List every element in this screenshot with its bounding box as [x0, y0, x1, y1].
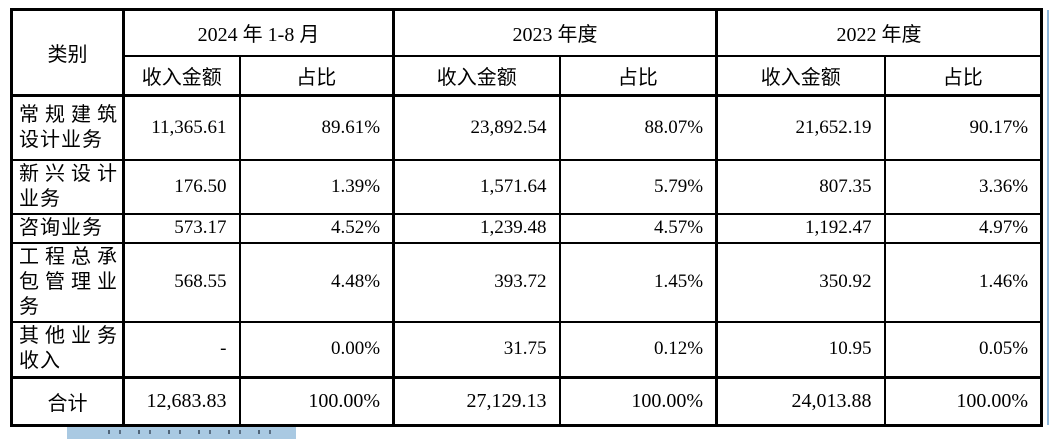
value-cell: 1,192.47 — [715, 212, 886, 244]
table-row: 其他业务收入 - 0.00% 31.75 0.12% 10.95 0.05% — [10, 320, 1043, 379]
row-label: 其他业务收入 — [10, 320, 125, 379]
value-cell: 1.45% — [558, 241, 718, 323]
value-cell: 1.46% — [883, 241, 1043, 323]
row-label: 咨询业务 — [10, 212, 125, 244]
value-cell: 0.12% — [558, 320, 718, 379]
row-label: 新兴设计业务 — [10, 158, 125, 215]
value-cell: 21,652.19 — [715, 94, 886, 161]
header-2022-revenue: 收入金额 — [715, 54, 886, 97]
value-cell: 23,892.54 — [392, 94, 561, 161]
header-2023-share: 占比 — [558, 54, 718, 97]
total-value-cell: 27,129.13 — [392, 376, 561, 427]
value-cell: 0.00% — [238, 320, 395, 379]
total-value-cell: 12,683.83 — [122, 376, 241, 427]
value-cell: 350.92 — [715, 241, 886, 323]
total-label: 合计 — [10, 376, 125, 427]
row-label: 常规建筑设计业务 — [10, 94, 125, 161]
total-value-cell: 100.00% — [238, 376, 395, 427]
value-cell: 4.48% — [238, 241, 395, 323]
right-edge-artifact-line — [1047, 10, 1049, 425]
value-cell: 1,571.64 — [392, 158, 561, 215]
value-cell: 568.55 — [122, 241, 241, 323]
header-period-2023: 2023 年度 — [392, 8, 718, 57]
header-row-periods: 类别 2024 年 1-8 月 2023 年度 2022 年度 — [10, 8, 1043, 97]
value-cell: 1.39% — [238, 158, 395, 215]
header-2024-share: 占比 — [238, 54, 395, 97]
clipped-glyph-tops — [97, 430, 284, 434]
value-cell: 807.35 — [715, 158, 886, 215]
total-row: 合计 12,683.83 100.00% 27,129.13 100.00% 2… — [10, 376, 1043, 427]
value-cell: 393.72 — [392, 241, 561, 323]
header-2022-share: 占比 — [883, 54, 1043, 97]
revenue-by-business-table: 类别 2024 年 1-8 月 2023 年度 2022 年度 收入金额 占比 … — [10, 8, 1044, 427]
value-cell: 10.95 — [715, 320, 886, 379]
value-cell: 4.52% — [238, 212, 395, 244]
value-cell: 11,365.61 — [122, 94, 241, 161]
value-cell: 0.05% — [883, 320, 1043, 379]
revenue-by-business-table-wrap: 类别 2024 年 1-8 月 2023 年度 2022 年度 收入金额 占比 … — [10, 8, 1044, 427]
table-row: 常规建筑设计业务 11,365.61 89.61% 23,892.54 88.0… — [10, 94, 1043, 161]
table-row: 工程总承包管理业务 568.55 4.48% 393.72 1.45% 350.… — [10, 241, 1043, 323]
header-row-measures: 收入金额 占比 收入金额 占比 收入金额 占比 — [12, 54, 1043, 97]
value-cell: 89.61% — [238, 94, 395, 161]
clipped-selected-text-fragment — [67, 427, 296, 439]
total-value-cell: 100.00% — [883, 376, 1043, 427]
value-cell: 4.97% — [883, 212, 1043, 244]
table-row: 新兴设计业务 176.50 1.39% 1,571.64 5.79% 807.3… — [10, 158, 1043, 215]
value-cell: 4.57% — [558, 212, 718, 244]
value-cell: 90.17% — [883, 94, 1043, 161]
header-period-2022: 2022 年度 — [715, 8, 1043, 57]
value-cell: 3.36% — [883, 158, 1043, 215]
value-cell: 1,239.48 — [392, 212, 561, 244]
value-cell: 5.79% — [558, 158, 718, 215]
total-value-cell: 100.00% — [558, 376, 718, 427]
value-cell: 31.75 — [392, 320, 561, 379]
value-cell: 176.50 — [122, 158, 241, 215]
value-cell: - — [122, 320, 241, 379]
total-value-cell: 24,013.88 — [715, 376, 886, 427]
header-category: 类别 — [10, 8, 125, 97]
header-period-2024: 2024 年 1-8 月 — [121, 8, 395, 57]
table-row: 咨询业务 573.17 4.52% 1,239.48 4.57% 1,192.4… — [10, 212, 1043, 244]
header-2023-revenue: 收入金额 — [392, 54, 561, 97]
value-cell: 573.17 — [122, 212, 241, 244]
header-2024-revenue: 收入金额 — [122, 54, 241, 97]
value-cell: 88.07% — [558, 94, 718, 161]
row-label: 工程总承包管理业务 — [10, 241, 125, 323]
